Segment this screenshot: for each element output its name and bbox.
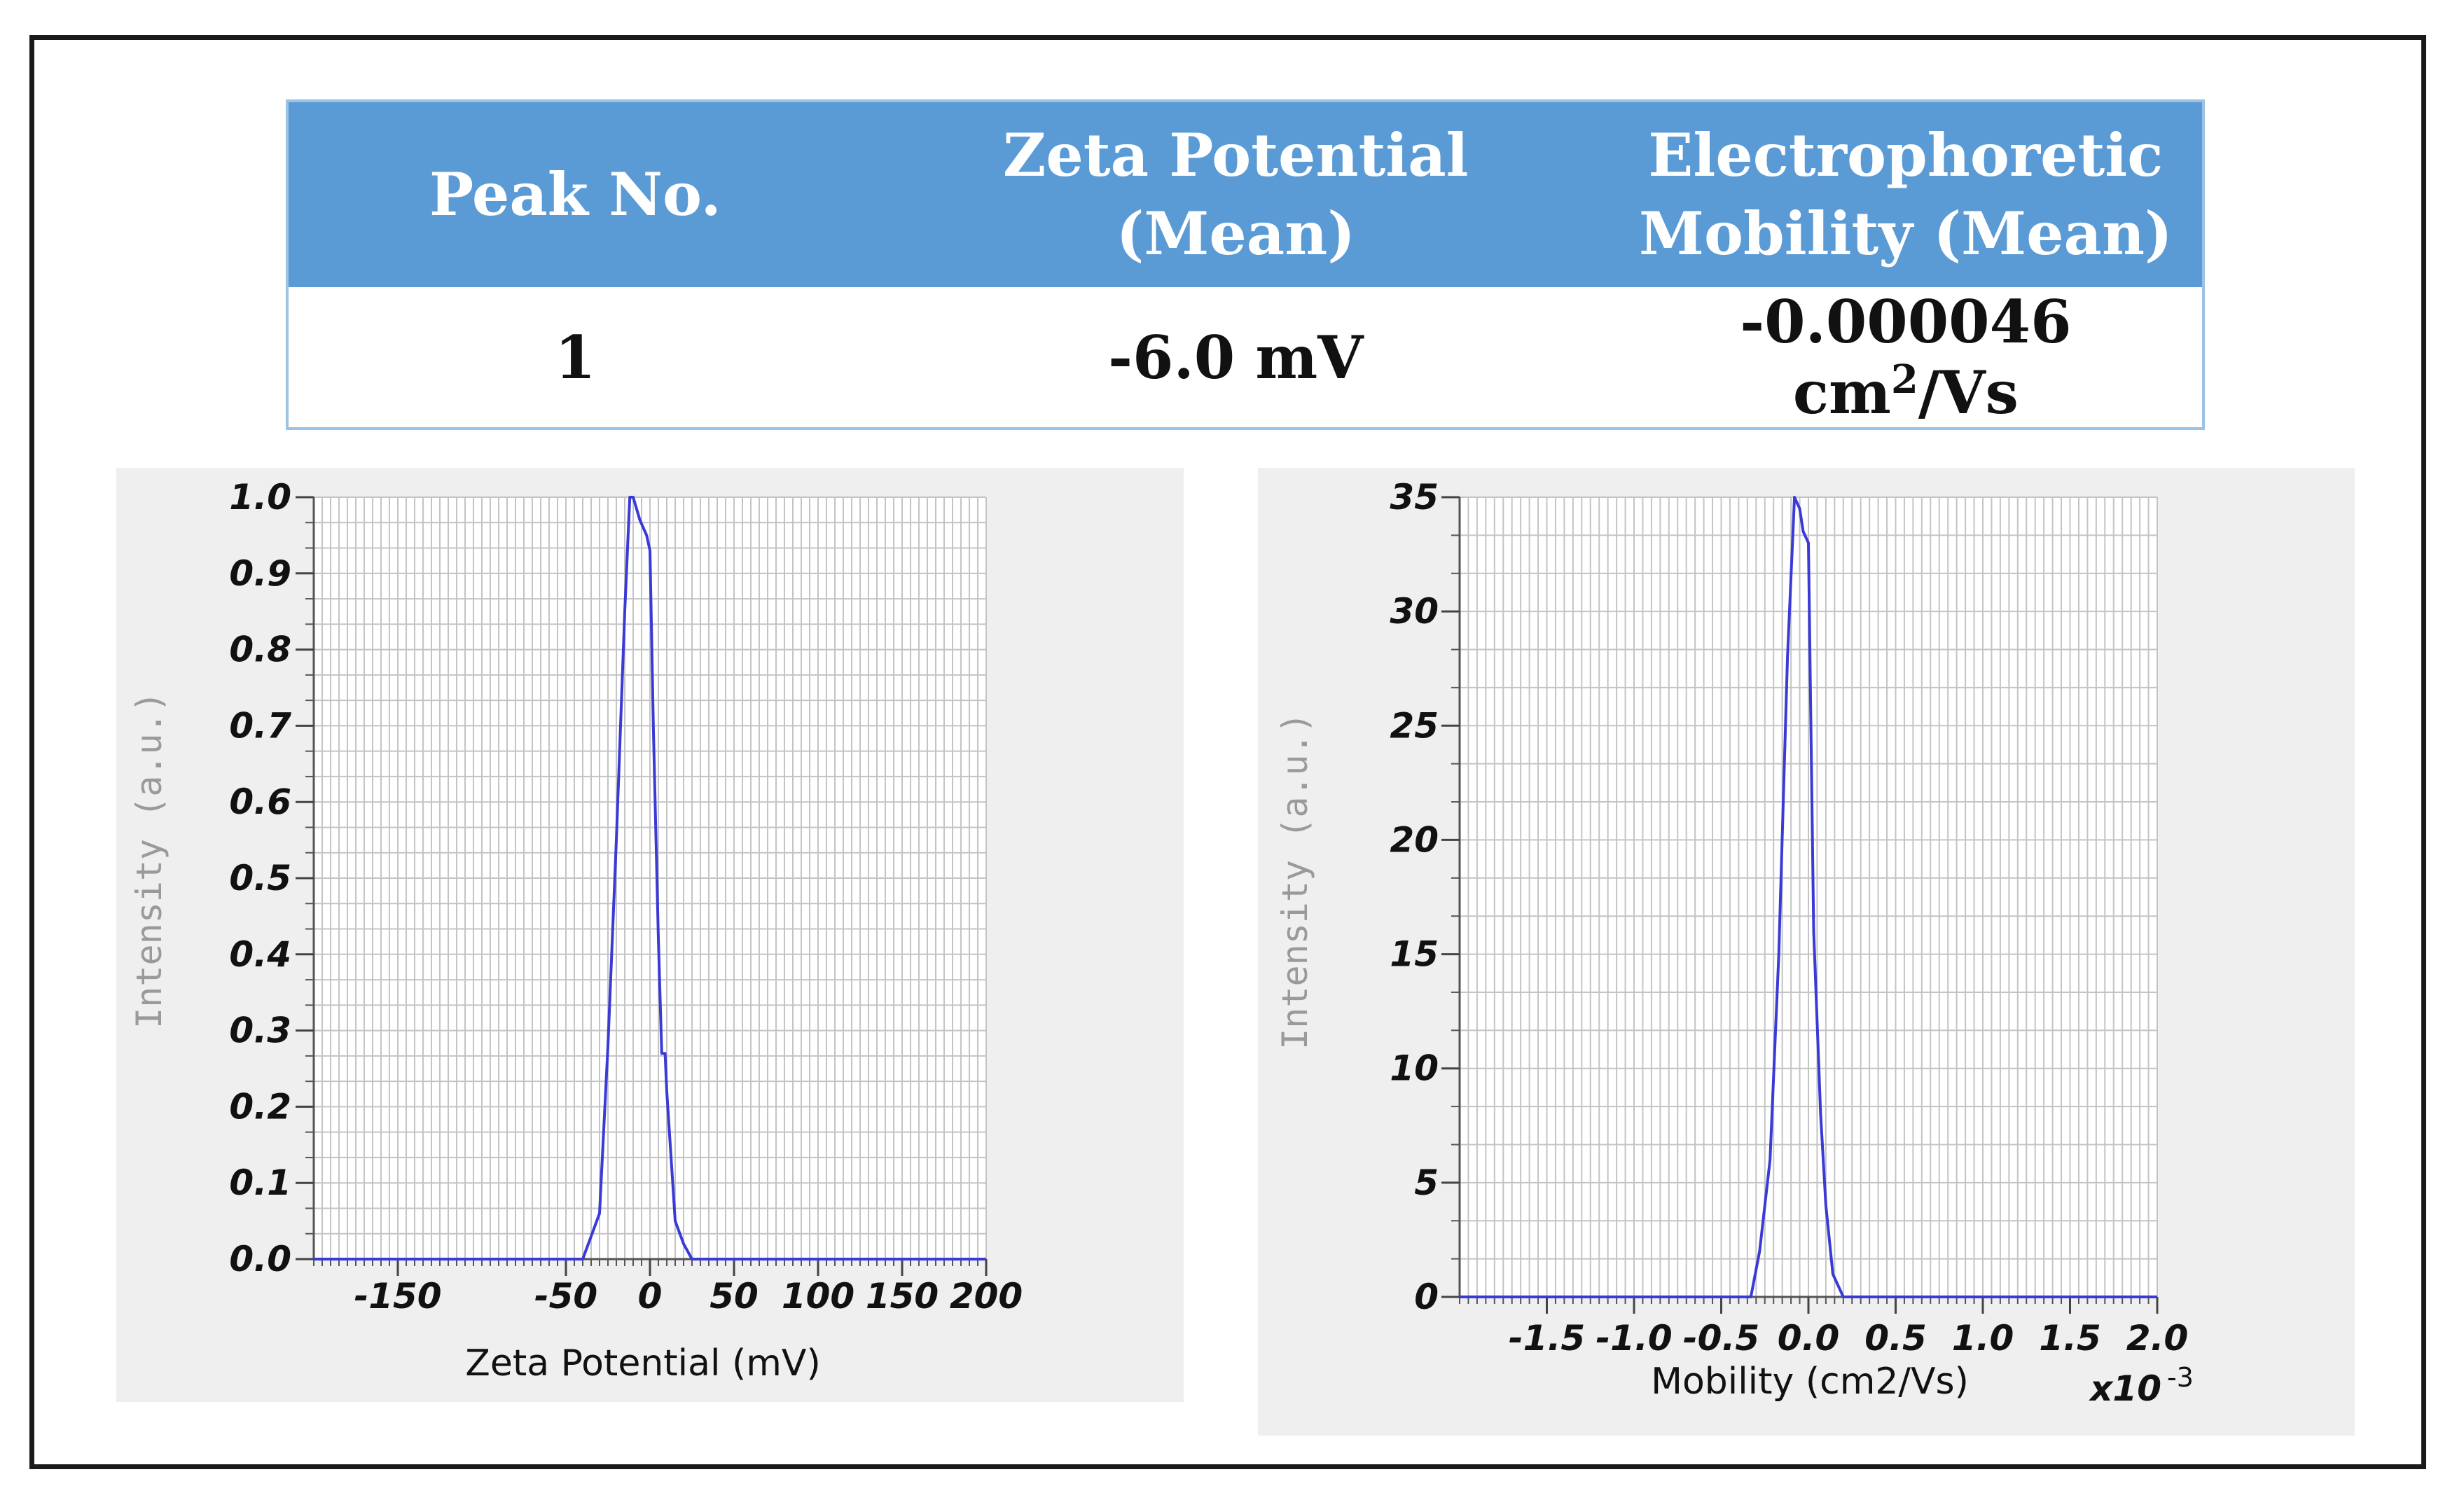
x-tick-label: 0 (638, 1276, 663, 1317)
grid (1459, 496, 2158, 1298)
y-tick-label: 0.7 (229, 705, 291, 746)
x-tick-label: 0.0 (1778, 1318, 1840, 1359)
y-tick-label: 10 (1390, 1048, 1439, 1089)
cell-mobility: -0.000046 cm2/Vs (1609, 287, 2203, 429)
y-tick-label: 30 (1390, 591, 1439, 632)
grid (313, 496, 987, 1260)
y-tick-label: 35 (1390, 477, 1439, 518)
cell-mobility-unit: /Vs (1918, 358, 2019, 427)
header-mobility: Electrophoretic Mobility (Mean) (1609, 101, 2203, 287)
x-tick-label: 2.0 (2126, 1318, 2189, 1359)
header-zeta-potential: Zeta Potential (Mean) (861, 101, 1610, 287)
header-mobility-line1: Electrophoretic (1648, 120, 2164, 190)
y-tick-label: 0.6 (229, 782, 291, 822)
y-tick-label: 0 (1414, 1277, 1439, 1317)
zeta-summary-table: Peak No. Zeta Potential (Mean) Electroph… (286, 99, 2205, 430)
header-peak-no: Peak No. (287, 101, 862, 287)
table-header-row: Peak No. Zeta Potential (Mean) Electroph… (287, 101, 2203, 287)
y-tick-label: 0.3 (229, 1011, 291, 1051)
series-line (1460, 496, 2157, 1298)
x-tick-label: 150 (866, 1276, 939, 1317)
y-axis-title: Intensity (a.u.) (1275, 712, 1315, 1050)
y-tick-label: 0.4 (229, 934, 291, 975)
x-tick-label: 200 (950, 1276, 1023, 1317)
y-axis-title: Intensity (a.u.) (129, 691, 169, 1029)
y-tick-label: 0.1 (229, 1162, 291, 1203)
x-tick-label: 0.5 (1864, 1318, 1927, 1359)
x-tick-label: 50 (710, 1276, 759, 1317)
x-tick-label: -1.0 (1596, 1318, 1672, 1359)
x-tick-label: 1.5 (2039, 1318, 2101, 1359)
x-tick-label: -50 (534, 1276, 597, 1317)
y-tick-label: 1.0 (229, 477, 291, 518)
x-tick-label: 1.0 (1952, 1318, 2014, 1359)
x-tick-label: -150 (354, 1276, 441, 1317)
y-tick-label: 0.8 (229, 630, 291, 670)
x-axis-multiplier: x10 (2088, 1368, 2161, 1409)
y-tick-label: 0.9 (229, 553, 291, 594)
cell-mobility-value: -0.000046 cm (1740, 287, 2072, 427)
x-tick-label: 100 (782, 1276, 854, 1317)
header-peak-no-line1: Peak No. (429, 160, 721, 229)
header-zeta-line1: Zeta Potential (1003, 120, 1469, 190)
mobility-chart: 0 5 10 15 20 25 30 35 -1.5 -1.0 -0.5 0.0 0.5 1.0 1.5 2.… (1275, 477, 2194, 1409)
cell-peak: 1 (287, 287, 862, 429)
y-tick-label: 0.2 (229, 1086, 291, 1127)
mobility-chart-panel: 0 5 10 15 20 25 30 35 -1.5 -1.0 -0.5 0.0 0.5 1.0 1.5 2.… (1258, 468, 2355, 1436)
y-tick-label: 0.5 (229, 858, 291, 898)
cell-mobility-sup: 2 (1890, 356, 1918, 403)
header-zeta-line2: (Mean) (1116, 199, 1356, 268)
y-tick-label: 5 (1414, 1162, 1439, 1203)
zeta-potential-chart: 0.0 0.1 0.2 0.3 0.4 0.5 0.6 0.7 0.8 0.9 1.0 -150 -50… (129, 477, 1023, 1384)
cell-zeta: -6.0 mV (861, 287, 1610, 429)
x-tick-label: -1.5 (1509, 1318, 1585, 1359)
y-tick-label: 0.0 (229, 1239, 291, 1279)
header-mobility-line2: Mobility (Mean) (1639, 199, 2173, 268)
x-axis-multiplier-exponent: -3 (2167, 1362, 2194, 1393)
y-tick-label: 20 (1390, 819, 1439, 860)
x-axis-title: Zeta Potential (mV) (465, 1342, 821, 1384)
series-line (314, 496, 986, 1261)
table-row: 1 -6.0 mV -0.000046 cm2/Vs (287, 287, 2203, 429)
x-tick-label: -0.5 (1683, 1318, 1759, 1359)
zeta-potential-chart-panel: 0.0 0.1 0.2 0.3 0.4 0.5 0.6 0.7 0.8 0.9 1.0 -150 -50… (116, 468, 1184, 1402)
y-tick-label: 15 (1390, 934, 1439, 975)
x-axis-title: Mobility (cm2/Vs) (1651, 1361, 1969, 1403)
y-tick-label: 25 (1390, 705, 1439, 746)
